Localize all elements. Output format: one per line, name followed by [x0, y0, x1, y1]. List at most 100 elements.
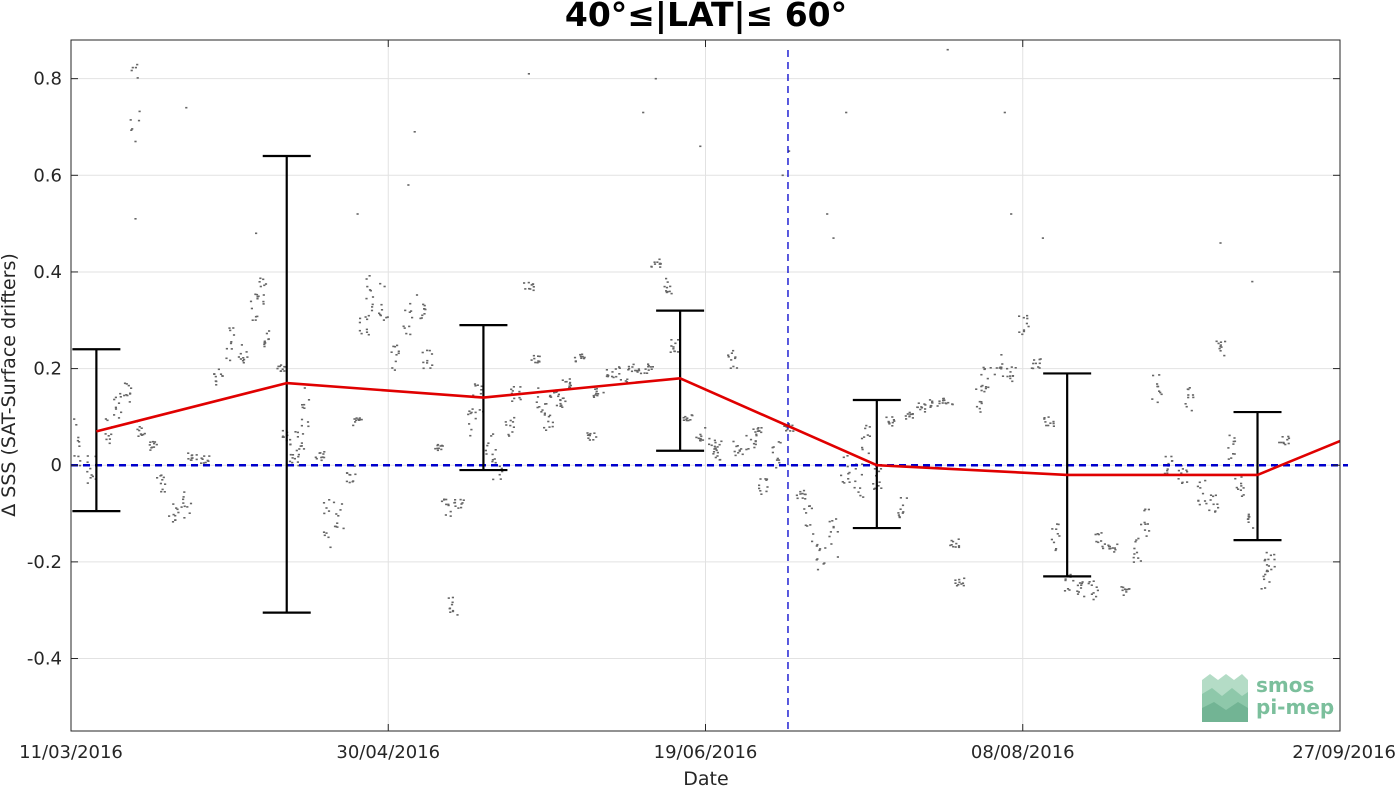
- data-point: [423, 313, 426, 315]
- data-point: [1263, 559, 1266, 562]
- data-point: [611, 371, 614, 373]
- data-point: [650, 368, 653, 370]
- data-point: [110, 433, 113, 436]
- data-point: [1281, 436, 1284, 438]
- data-point: [187, 452, 190, 454]
- data-point: [676, 351, 680, 353]
- data-point: [219, 373, 223, 375]
- data-point: [491, 460, 494, 463]
- data-point: [665, 290, 668, 292]
- data-point: [354, 421, 357, 423]
- data-point: [320, 459, 323, 462]
- data-point: [947, 401, 950, 404]
- data-point: [791, 424, 794, 427]
- data-point: [627, 365, 630, 368]
- data-point: [595, 392, 598, 395]
- data-point: [1187, 396, 1190, 399]
- data-point: [195, 458, 198, 461]
- data-point: [587, 437, 590, 439]
- data-point: [507, 433, 510, 436]
- data-point: [647, 365, 650, 367]
- data-point: [1233, 453, 1236, 455]
- data-point: [494, 449, 497, 451]
- data-point: [536, 396, 540, 398]
- data-point: [672, 346, 675, 348]
- data-point: [530, 359, 533, 361]
- x-tick-label: 11/03/2016: [19, 742, 123, 763]
- data-point: [979, 411, 982, 413]
- data-point: [105, 438, 108, 441]
- data-point: [498, 465, 501, 468]
- data-point: [904, 415, 907, 417]
- data-point: [730, 359, 733, 361]
- data-point: [1069, 573, 1072, 576]
- data-point: [826, 213, 829, 215]
- data-point: [138, 429, 141, 432]
- data-point: [668, 290, 671, 293]
- data-point: [289, 438, 292, 441]
- data-point: [473, 383, 477, 385]
- data-point: [349, 474, 352, 476]
- data-point: [747, 448, 750, 450]
- data-point: [909, 413, 912, 416]
- data-point: [281, 435, 285, 438]
- data-point: [1132, 556, 1135, 559]
- data-point: [306, 421, 310, 423]
- data-point: [185, 106, 188, 109]
- data-point: [1201, 492, 1205, 495]
- data-point: [289, 453, 292, 456]
- data-point: [536, 406, 539, 409]
- data-point: [161, 488, 164, 491]
- data-point: [595, 436, 598, 438]
- data-point: [1100, 540, 1103, 542]
- data-point: [1049, 422, 1052, 424]
- data-point: [787, 423, 790, 425]
- data-point: [1227, 447, 1230, 449]
- data-point: [156, 477, 159, 479]
- data-point: [214, 375, 217, 378]
- data-point: [1120, 586, 1123, 588]
- data-point: [1204, 479, 1207, 482]
- data-point: [303, 387, 306, 389]
- data-point: [454, 499, 457, 501]
- data-point: [307, 425, 310, 428]
- data-point: [777, 459, 781, 461]
- data-point: [631, 366, 634, 368]
- data-point: [1177, 478, 1180, 480]
- data-point: [1233, 437, 1236, 439]
- data-point: [835, 518, 838, 520]
- data-point: [201, 458, 204, 460]
- data-point: [491, 459, 494, 461]
- data-point: [893, 420, 896, 422]
- data-point: [730, 352, 733, 354]
- data-point: [537, 387, 540, 389]
- data-point: [394, 360, 397, 363]
- data-point: [635, 369, 638, 372]
- data-point: [788, 150, 791, 152]
- scatter-points: [73, 48, 1291, 616]
- data-point: [510, 388, 513, 391]
- data-point: [734, 356, 737, 358]
- data-point: [1139, 560, 1142, 562]
- data-point: [336, 526, 339, 528]
- data-point: [430, 353, 434, 355]
- data-point: [832, 237, 835, 239]
- data-point: [639, 372, 643, 375]
- data-point: [961, 582, 965, 584]
- data-point: [1022, 329, 1026, 331]
- data-point: [328, 499, 331, 501]
- data-point: [666, 281, 669, 283]
- data-point: [86, 455, 89, 457]
- data-point: [460, 506, 463, 509]
- data-point: [589, 432, 592, 435]
- data-point: [545, 403, 548, 405]
- data-point: [758, 484, 761, 487]
- data-point: [263, 284, 266, 287]
- data-point: [1047, 424, 1050, 427]
- data-point: [403, 327, 406, 329]
- data-point: [550, 396, 553, 398]
- data-point: [174, 514, 177, 517]
- data-point: [262, 294, 265, 296]
- data-point: [1217, 342, 1220, 345]
- data-point: [891, 416, 894, 418]
